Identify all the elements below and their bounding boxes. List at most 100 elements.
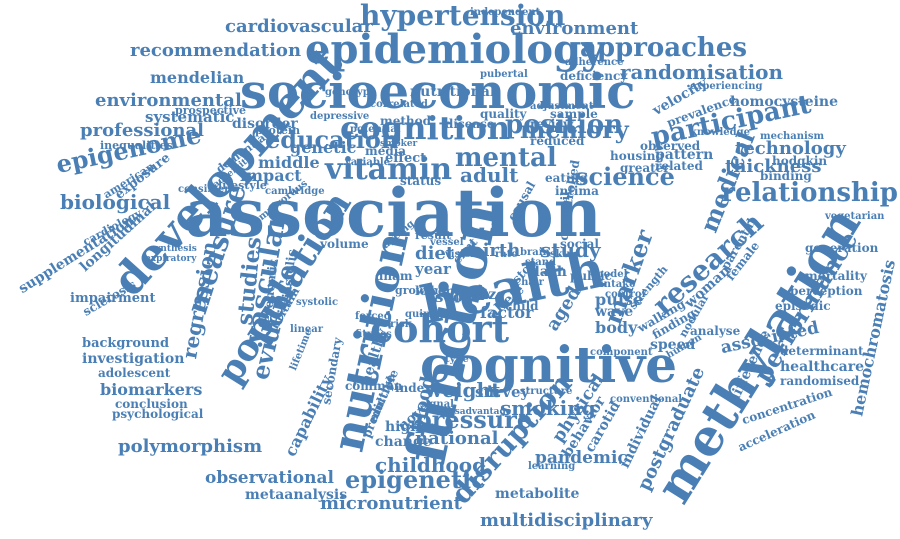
cloud-word: pandemic (535, 448, 628, 468)
cloud-word: greater (620, 161, 670, 175)
cloud-word: experiencing (690, 81, 763, 92)
cloud-word: education (265, 125, 399, 154)
cloud-word: impairment (70, 291, 156, 306)
cloud-word: growth (395, 284, 439, 297)
cloud-word: nutritional (410, 84, 496, 100)
cloud-word: recommendation (130, 40, 302, 61)
cloud-word: council (556, 191, 573, 241)
cloud-word: genetic (290, 138, 357, 157)
cloud-word: prospective (175, 104, 247, 117)
cloud-word: reduced (530, 134, 585, 148)
cloud-word: mendelian (150, 68, 245, 87)
cloud-word: smoking (500, 396, 596, 420)
cloud-word: analyse (690, 324, 741, 338)
cloud-word: risk (390, 319, 412, 330)
cloud-word: conventional (610, 394, 683, 405)
cloud-word: epigenetic (345, 465, 486, 494)
cloud-word: vegetarian (825, 211, 885, 222)
cloud-word: housing (610, 149, 664, 163)
cloud-word: skin (550, 249, 574, 260)
cloud-word: status (400, 174, 442, 188)
cloud-word: middle (258, 153, 320, 172)
cloud-word: polymorphism (118, 436, 263, 457)
cloud-word: forced (355, 311, 391, 322)
cloud-word: professional (80, 120, 204, 141)
cloud-word: effect (385, 151, 427, 166)
cloud-word: randomisation (620, 60, 784, 84)
cloud-word: perception (790, 284, 863, 298)
cloud-word: approaches (580, 33, 748, 63)
cloud-word: volume (320, 237, 369, 251)
cloud-word: environmental (95, 90, 242, 111)
cloud-word: pressure (415, 405, 533, 434)
cloud-word: vessel (430, 237, 464, 248)
cloud-word: structure (520, 386, 573, 397)
cloud-word: score (435, 288, 481, 306)
cloud-word: size (475, 287, 506, 303)
cloud-word: disorder (232, 116, 298, 132)
cloud-word: technology (735, 138, 846, 159)
cloud-word: rate (495, 249, 518, 260)
cloud-word: metaanalysis (245, 487, 348, 503)
cloud-word: determinant (780, 344, 864, 358)
cloud-word: learning (528, 461, 576, 472)
cloud-word: adjustment (530, 101, 594, 112)
cloud-word: quintile (405, 309, 449, 320)
cloud-word: quality (480, 107, 527, 121)
cloud-word: wave (595, 304, 634, 320)
cloud-word: relationship (721, 178, 898, 208)
cloud-word: pubertal (480, 69, 528, 80)
cloud-word: brain (520, 247, 550, 258)
cloud-word: synthesis (150, 244, 197, 254)
cloud-word: cognition (340, 109, 511, 147)
cloud-word: social (560, 237, 599, 251)
cloud-word: cognitive (420, 335, 678, 394)
cloud-word: conclusion (115, 397, 188, 411)
cloud-word: eating (545, 171, 588, 185)
cloud-word: birth (470, 240, 521, 261)
cloud-word: independent (470, 7, 541, 18)
cloud-word: deficiency (560, 69, 628, 83)
cloud-word: memory (520, 115, 629, 144)
cloud-word: speed (650, 337, 696, 353)
cloud-word: vitamin (325, 152, 453, 187)
cloud-word: pulse (595, 290, 644, 309)
cloud-word: weight (425, 378, 501, 402)
cloud-word: chair (515, 277, 544, 288)
cloud-word: randomised (780, 374, 860, 388)
cloud-word: systolic (296, 297, 339, 308)
cloud-word: cardiovascular (225, 16, 373, 37)
cloud-word: fitness (355, 329, 392, 340)
cloud-word: year (415, 260, 451, 278)
cloud-word: stand (525, 257, 556, 268)
cloud-word: science (575, 162, 675, 191)
cloud-word: higher (385, 419, 437, 435)
cloud-word: cambridge (265, 186, 325, 197)
cloud-word: control (605, 289, 646, 300)
cloud-word: model (593, 269, 628, 280)
cloud-word: impact (240, 166, 302, 185)
cloud-word: expiratory (145, 254, 197, 264)
cloud-word: psychological (112, 407, 204, 421)
cloud-word: smoker (380, 139, 418, 149)
cloud-word: adherence (565, 57, 624, 68)
cloud-word: knowledge (690, 127, 750, 138)
cloud-word: dnam (375, 269, 413, 283)
cloud-word: component (590, 347, 653, 358)
cloud-word: intima (555, 184, 599, 198)
cloud-word: thickness (725, 156, 822, 177)
cloud-word: environment (510, 18, 639, 39)
cloud-word: depressive (310, 111, 370, 122)
cloud-word: method (380, 114, 431, 128)
cloud-word: observational (205, 468, 334, 488)
cloud-word: biomarkers (100, 380, 203, 399)
cloud-word: child (505, 299, 539, 313)
cloud-word: mental (455, 143, 557, 173)
cloud-word: pattern (655, 147, 714, 163)
cloud-word: sample (550, 107, 598, 121)
cloud-word: lower (415, 284, 452, 298)
cloud-word: investigation (82, 351, 185, 367)
cloud-word: variable (345, 157, 390, 168)
cloud-word: background (82, 336, 170, 351)
